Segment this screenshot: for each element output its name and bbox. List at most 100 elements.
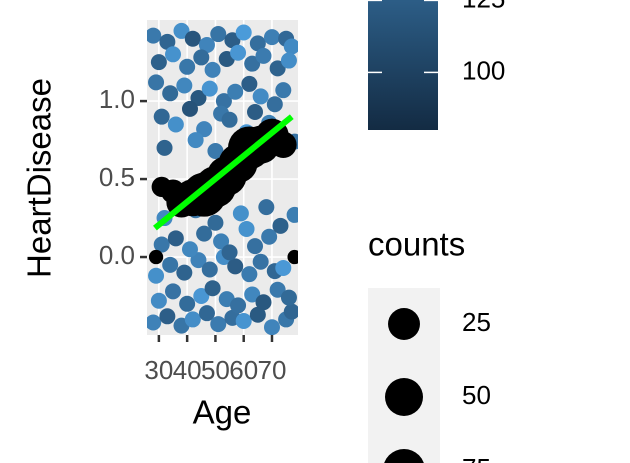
point — [238, 220, 255, 237]
point — [173, 22, 190, 39]
point — [227, 258, 244, 275]
fit-line — [153, 114, 294, 231]
count-bubble — [287, 249, 298, 265]
point — [247, 238, 264, 255]
axes: 0.0 0.5 1.0 30 40 50 60 70 — [99, 84, 287, 385]
point — [204, 280, 221, 297]
point — [147, 27, 162, 44]
point — [249, 306, 266, 323]
point — [201, 80, 218, 97]
x-tick-label: 60 — [229, 355, 258, 385]
point — [258, 199, 275, 216]
point — [148, 74, 165, 91]
count-bubble — [148, 249, 164, 265]
point — [167, 116, 184, 133]
point — [190, 89, 207, 106]
point — [252, 253, 269, 270]
point — [249, 35, 266, 52]
point — [153, 236, 170, 253]
point — [179, 58, 196, 75]
point — [263, 319, 280, 335]
y-tick-label: 0.5 — [99, 162, 135, 192]
point — [269, 281, 286, 298]
point — [235, 312, 252, 329]
point — [150, 292, 167, 309]
point — [213, 233, 230, 250]
x-tick-label: 50 — [201, 355, 230, 385]
colorbar-label: 100 — [462, 55, 505, 85]
point — [235, 24, 252, 41]
point — [275, 82, 292, 99]
point — [230, 297, 247, 314]
x-tick-label: 40 — [173, 355, 202, 385]
point — [207, 214, 224, 231]
point — [187, 132, 204, 149]
point — [241, 75, 258, 92]
point — [162, 85, 179, 102]
size-label: 75 — [462, 453, 491, 463]
point — [162, 256, 179, 273]
point — [255, 294, 272, 311]
point — [153, 108, 170, 125]
point — [263, 29, 280, 46]
point — [196, 121, 213, 138]
point — [230, 44, 247, 61]
point — [167, 230, 184, 247]
point — [148, 267, 165, 284]
y-axis-title: HeartDisease — [21, 78, 58, 278]
point — [275, 259, 292, 276]
size-legend-title: counts — [368, 226, 465, 263]
point — [147, 314, 162, 331]
point — [224, 32, 241, 49]
point — [165, 283, 182, 300]
point — [252, 88, 269, 105]
point — [261, 228, 278, 245]
point — [210, 316, 227, 333]
point — [232, 205, 249, 222]
point — [193, 49, 210, 66]
point — [210, 26, 227, 43]
point — [207, 142, 224, 159]
point — [247, 104, 264, 121]
x-axis-title: Age — [193, 394, 252, 431]
point — [221, 111, 238, 128]
point — [176, 264, 193, 281]
point — [156, 139, 173, 156]
point — [176, 77, 193, 94]
points-layer — [147, 22, 298, 335]
point — [227, 83, 244, 100]
point — [181, 100, 198, 117]
point — [255, 47, 272, 64]
y-tick-label: 1.0 — [99, 84, 135, 114]
y-tick-label: 0.0 — [99, 240, 135, 270]
count-bubble — [269, 131, 297, 159]
size-key — [384, 448, 424, 463]
point — [184, 311, 201, 328]
point — [201, 261, 218, 278]
point — [266, 96, 283, 113]
size-key — [388, 308, 420, 340]
point — [280, 52, 297, 69]
point — [204, 61, 221, 78]
size-label: 50 — [462, 380, 491, 410]
point — [181, 241, 198, 258]
point — [159, 308, 176, 325]
point — [198, 305, 215, 322]
point — [193, 288, 210, 305]
point — [198, 36, 215, 53]
point — [241, 266, 258, 283]
point — [159, 33, 176, 50]
point — [244, 286, 261, 303]
legend: 100 125 25 50 75 — [368, 0, 505, 463]
colorbar-label: 125 — [462, 0, 505, 13]
size-key — [385, 378, 423, 416]
point — [221, 244, 238, 261]
point — [179, 295, 196, 312]
point — [190, 252, 207, 269]
point — [244, 55, 261, 72]
x-tick-label: 30 — [144, 355, 173, 385]
x-tick-label: 70 — [258, 355, 287, 385]
point — [150, 54, 167, 71]
